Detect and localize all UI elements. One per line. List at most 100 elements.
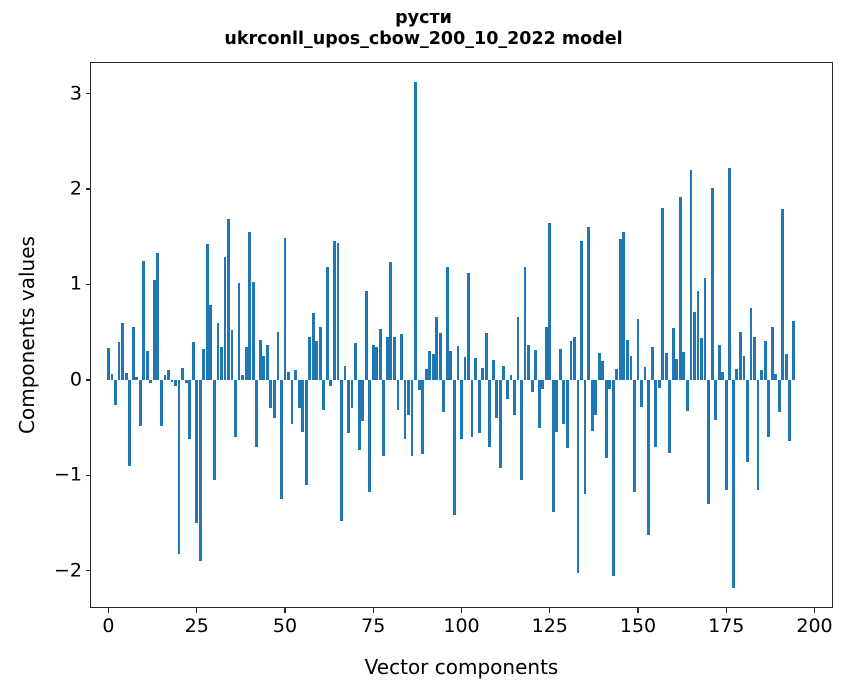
bar bbox=[209, 305, 213, 380]
bar bbox=[714, 379, 718, 420]
bar bbox=[707, 379, 711, 504]
bar bbox=[389, 262, 393, 380]
bar bbox=[234, 379, 237, 438]
bar bbox=[311, 313, 315, 380]
bar bbox=[403, 379, 407, 440]
bar bbox=[449, 351, 453, 380]
bar bbox=[435, 316, 439, 380]
bar bbox=[498, 379, 502, 468]
bar bbox=[128, 379, 132, 466]
y-tick-label: 1 bbox=[69, 272, 82, 295]
bar bbox=[223, 256, 227, 380]
bar bbox=[700, 337, 703, 380]
bar bbox=[689, 169, 693, 380]
bar bbox=[152, 279, 156, 380]
bar bbox=[445, 267, 449, 380]
bar bbox=[467, 272, 470, 380]
bar bbox=[481, 368, 485, 380]
bar bbox=[682, 352, 686, 380]
bar bbox=[181, 368, 184, 380]
bar bbox=[442, 379, 446, 413]
plot-axes-frame: −2 −1 0 1 2 3 0 25 50 75 100 125 150 175 200 bbox=[54, 62, 833, 636]
bar bbox=[456, 346, 460, 380]
bar bbox=[174, 379, 177, 386]
bar bbox=[393, 336, 396, 380]
y-tick-label: 2 bbox=[69, 177, 82, 200]
bar bbox=[608, 379, 612, 390]
bar bbox=[460, 379, 463, 440]
bar bbox=[696, 291, 700, 380]
bar-plot-area bbox=[91, 63, 832, 607]
bar bbox=[382, 379, 386, 457]
bar bbox=[569, 340, 573, 380]
bar bbox=[622, 231, 626, 380]
bar bbox=[350, 379, 354, 409]
bar bbox=[308, 336, 312, 380]
bar bbox=[756, 379, 760, 490]
bar bbox=[777, 379, 781, 413]
bar bbox=[633, 379, 636, 493]
bar bbox=[188, 379, 192, 440]
bar bbox=[565, 379, 569, 448]
bar bbox=[400, 334, 403, 380]
x-tick-mark bbox=[107, 607, 110, 613]
bar bbox=[516, 316, 520, 380]
bar bbox=[269, 379, 273, 409]
bar bbox=[318, 327, 322, 380]
y-tick-mark bbox=[85, 283, 91, 286]
x-axis-label: Vector components bbox=[364, 655, 559, 679]
bar bbox=[121, 322, 124, 380]
bar bbox=[368, 379, 372, 493]
bar bbox=[636, 318, 640, 380]
x-tick-label: 125 bbox=[531, 615, 568, 637]
bar bbox=[477, 379, 481, 434]
bar bbox=[354, 342, 357, 380]
bar bbox=[283, 237, 287, 380]
bar bbox=[678, 196, 682, 380]
bar bbox=[731, 379, 735, 588]
bar bbox=[513, 379, 516, 416]
bar bbox=[156, 252, 160, 380]
bar bbox=[463, 356, 467, 380]
bar bbox=[237, 282, 241, 380]
bar bbox=[555, 379, 559, 433]
bar bbox=[509, 375, 513, 380]
y-tick-mark bbox=[85, 188, 91, 190]
bar bbox=[551, 379, 555, 512]
bar bbox=[170, 379, 174, 382]
bar bbox=[417, 379, 421, 391]
x-tick-mark bbox=[460, 607, 463, 613]
bar bbox=[177, 379, 181, 555]
bar bbox=[255, 379, 259, 447]
bar bbox=[325, 267, 329, 380]
bar bbox=[230, 330, 234, 380]
bar bbox=[534, 350, 538, 380]
bar bbox=[717, 345, 721, 380]
bar bbox=[138, 379, 142, 426]
x-tick-mark bbox=[549, 607, 551, 613]
bar bbox=[558, 349, 562, 380]
bar bbox=[347, 379, 350, 434]
bar bbox=[502, 366, 506, 380]
bar bbox=[280, 379, 283, 500]
bar bbox=[167, 370, 170, 380]
x-tick-mark bbox=[637, 607, 639, 613]
x-tick-label: 175 bbox=[708, 615, 745, 637]
bar bbox=[149, 379, 153, 383]
bar bbox=[241, 375, 245, 380]
bar bbox=[421, 379, 425, 455]
x-tick-label: 0 bbox=[102, 615, 115, 637]
bar bbox=[396, 379, 400, 411]
bar bbox=[590, 379, 594, 432]
bar bbox=[618, 238, 622, 380]
bar bbox=[244, 347, 248, 380]
bar bbox=[290, 379, 294, 424]
bar bbox=[541, 379, 545, 390]
bar bbox=[587, 227, 590, 380]
bar bbox=[647, 379, 650, 536]
bar bbox=[184, 379, 188, 383]
bar bbox=[453, 379, 456, 516]
bar bbox=[470, 379, 474, 438]
bar bbox=[142, 260, 146, 380]
bar bbox=[784, 354, 788, 380]
